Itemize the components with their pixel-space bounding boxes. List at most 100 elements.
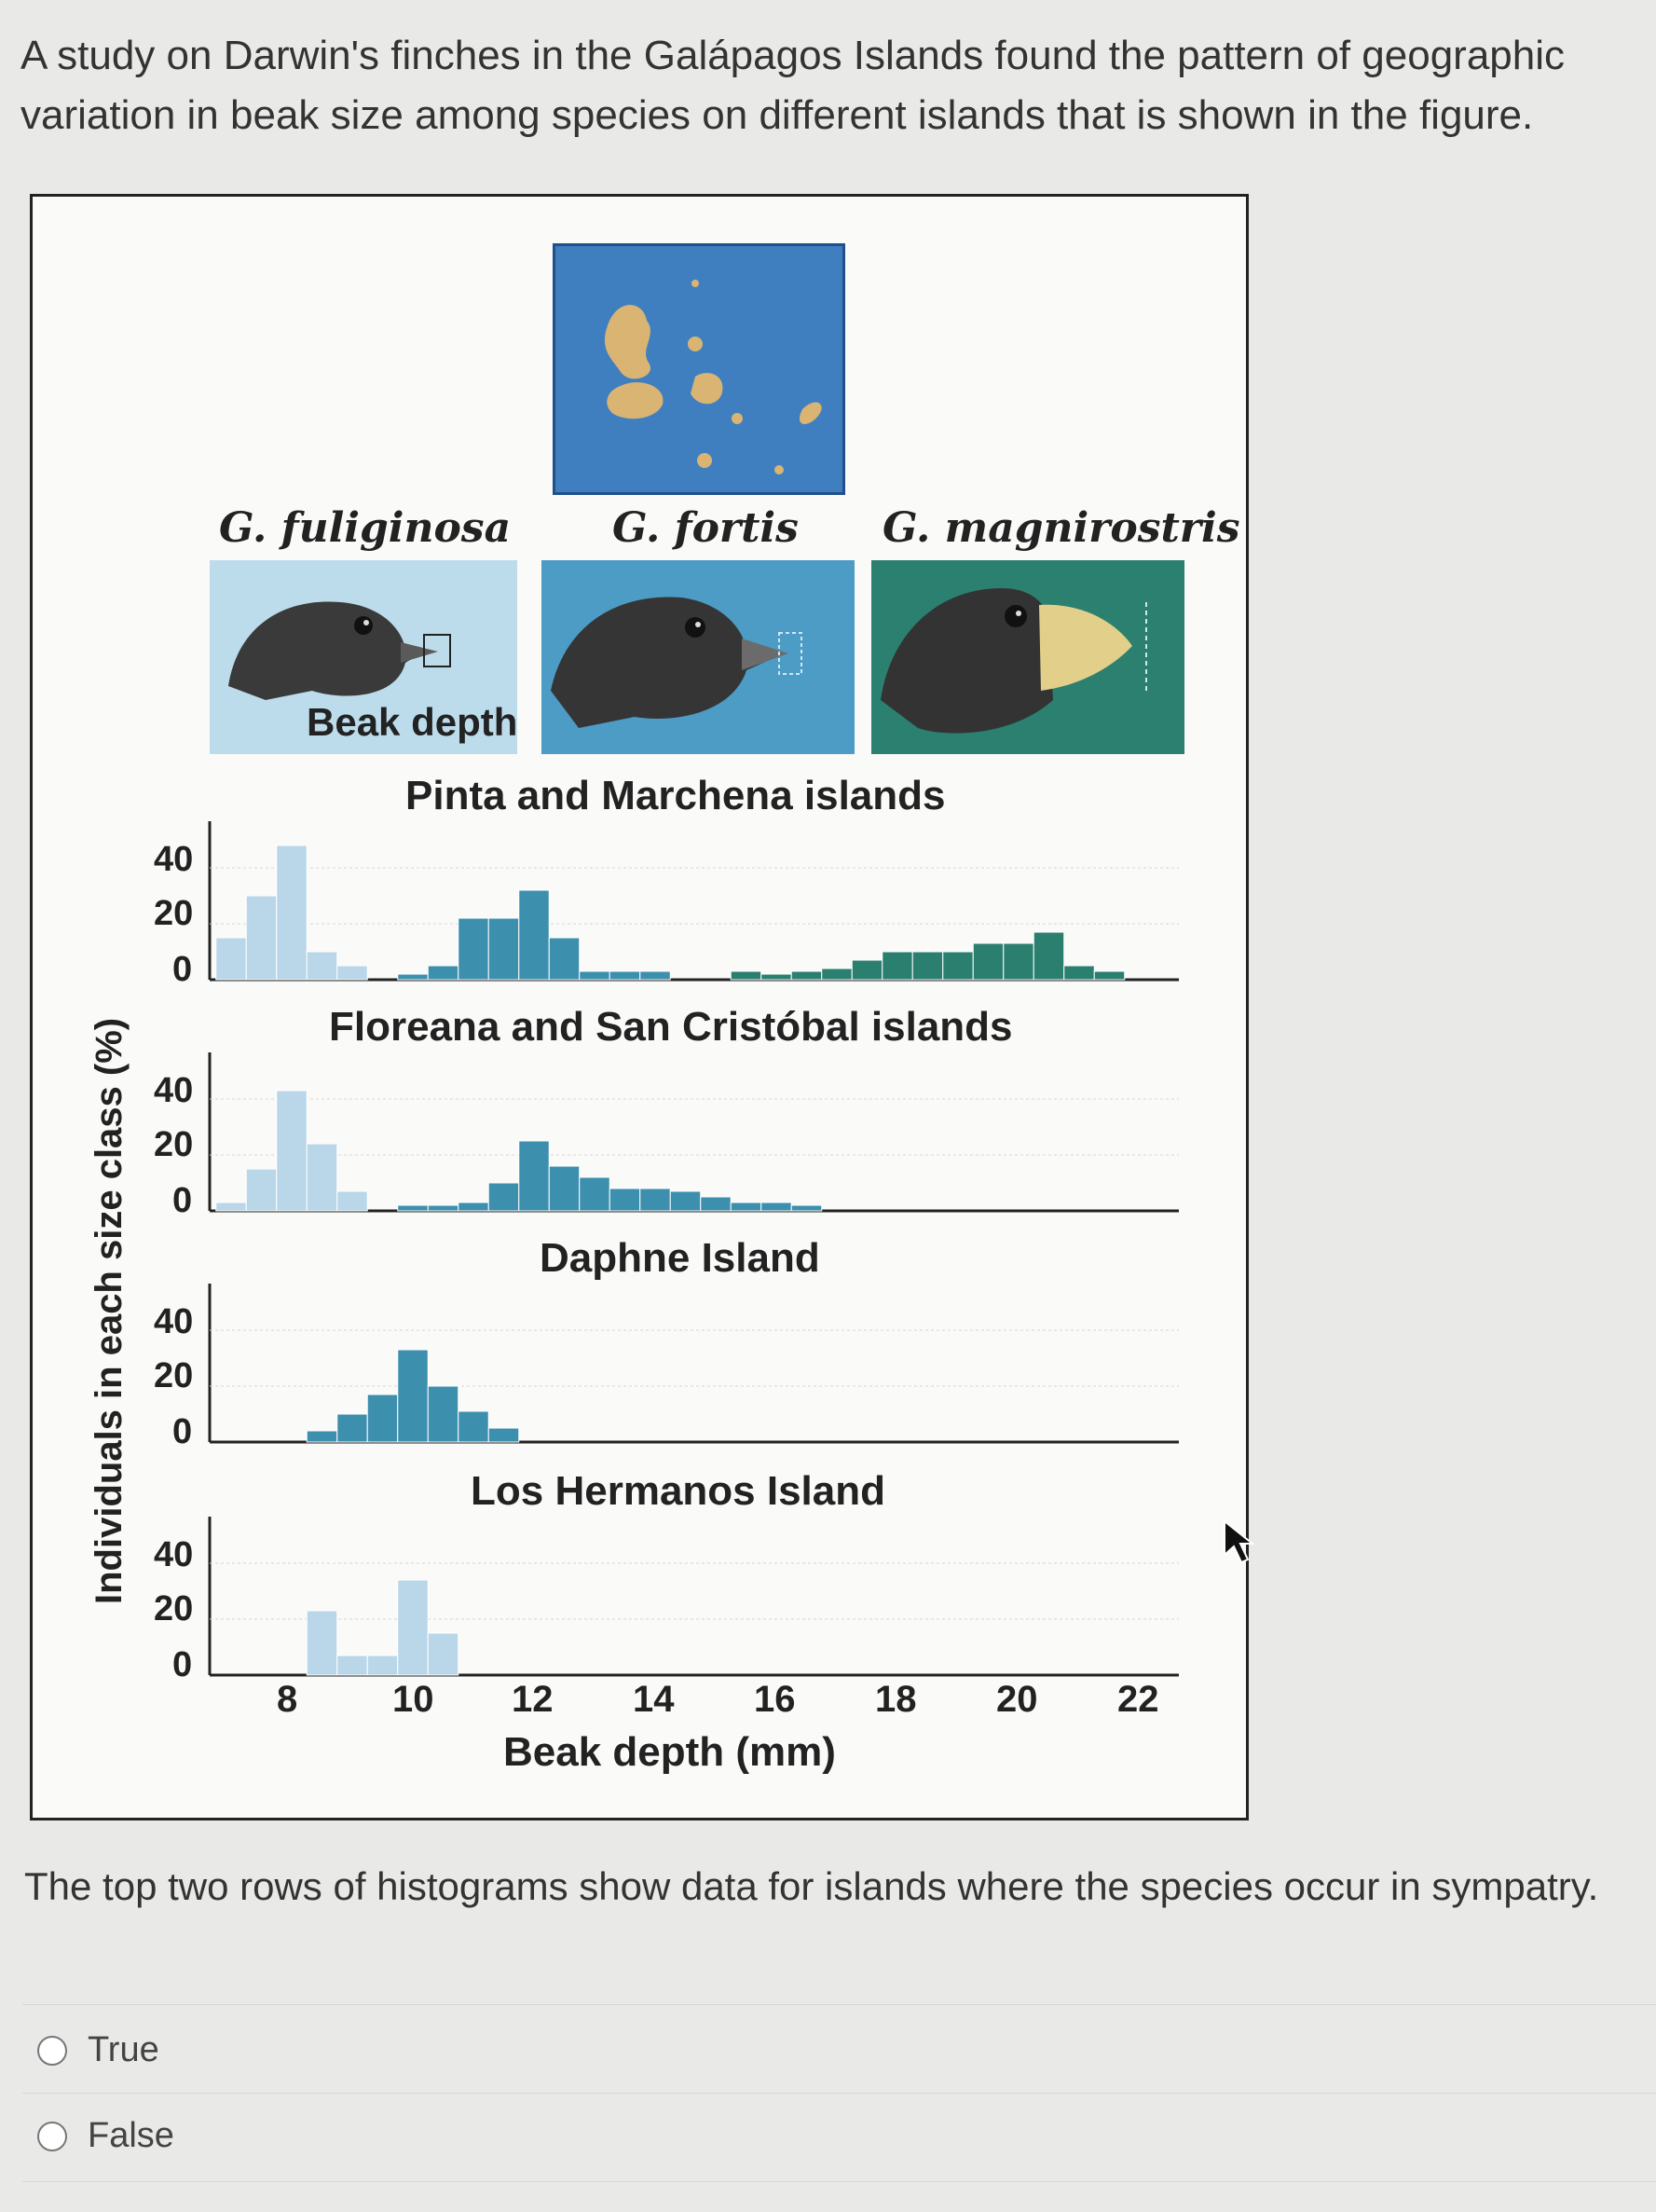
ytick-0-p4: 0	[172, 1645, 193, 1684]
question-statement: The top two rows of histograms show data…	[24, 1864, 1599, 1908]
histogram-bar	[458, 1410, 489, 1443]
histogram-bar	[1093, 970, 1126, 981]
species-label-fortis: G. fortis	[612, 504, 799, 552]
divider	[22, 2093, 1656, 2094]
island-title-daphne: Daphne Island	[540, 1235, 820, 1281]
divider	[22, 2004, 1656, 2005]
histogram-bar	[487, 1182, 520, 1212]
histogram-bar	[276, 845, 308, 981]
divider	[22, 2181, 1656, 2182]
histogram-bar	[851, 959, 883, 981]
histogram-bar	[336, 965, 368, 981]
histogram-bar	[1003, 942, 1034, 981]
ytick-40-p1: 40	[154, 840, 194, 879]
ytick-40-p4: 40	[154, 1535, 194, 1574]
histogram-bar	[821, 968, 853, 981]
histogram-bar	[579, 1176, 610, 1212]
histogram-bar	[609, 970, 641, 981]
ytick-40-p3: 40	[154, 1302, 194, 1341]
option-true[interactable]: True	[37, 2030, 159, 2070]
option-false[interactable]: False	[37, 2116, 174, 2156]
histogram-bar	[700, 1196, 732, 1212]
histogram-bar	[730, 1202, 762, 1212]
figure-frame: G. fuliginosa G. fortis G. magnirostris …	[30, 194, 1249, 1820]
ytick-0-p2: 0	[172, 1181, 193, 1220]
histogram-bar	[790, 970, 823, 981]
island-title-pinta: Pinta and Marchena islands	[405, 773, 946, 818]
species-label-fuliginosa: G. fuliginosa	[219, 504, 512, 552]
histogram-bar	[366, 1655, 399, 1676]
histogram-bar	[518, 889, 550, 981]
beak-depth-label: Beak depth	[307, 700, 518, 744]
histogram-bar	[790, 1204, 823, 1212]
histogram-bar	[397, 1579, 429, 1676]
histogram-bar	[427, 1385, 459, 1443]
histogram-bar	[882, 951, 913, 981]
radio-true[interactable]	[37, 2035, 67, 2066]
option-true-label: True	[88, 2030, 159, 2069]
histogram-bar	[306, 1430, 338, 1443]
histogram-bar	[1033, 931, 1065, 981]
histogram-bar	[366, 1394, 399, 1443]
island-shapes	[604, 280, 822, 474]
finch-magnirostris-icon	[881, 588, 1147, 734]
bird-panel-magnirostris	[871, 560, 1184, 754]
bird-panel-fuliginosa	[210, 560, 517, 754]
histogram-bar	[579, 970, 610, 981]
histogram-bar	[972, 942, 1005, 981]
histogram-bar	[942, 951, 974, 981]
histogram-bar	[911, 951, 944, 981]
histogram-bar	[760, 1202, 792, 1212]
histogram-bar	[458, 1202, 489, 1212]
radio-false[interactable]	[37, 2121, 67, 2151]
histogram-bar	[215, 1202, 247, 1212]
histogram-bar	[639, 970, 671, 981]
histogram-bar	[548, 1165, 581, 1212]
histogram-bar	[427, 1204, 459, 1212]
ytick-20-p1: 20	[154, 894, 194, 933]
xtick-18: 18	[875, 1679, 917, 1720]
histogram-bar	[548, 937, 581, 981]
histogram-bar	[669, 1190, 702, 1212]
histogram-bar	[245, 895, 278, 981]
xtick-12: 12	[512, 1679, 554, 1720]
galapagos-map	[553, 243, 845, 495]
histogram-bar	[639, 1188, 671, 1212]
finch-fortis-icon	[551, 597, 802, 728]
xtick-10: 10	[392, 1679, 434, 1720]
histogram-bar	[306, 951, 338, 981]
histogram-bar	[487, 1427, 520, 1443]
ytick-40-p2: 40	[154, 1071, 194, 1110]
xtick-20: 20	[996, 1679, 1038, 1720]
question-intro: A study on Darwin's finches in the Galáp…	[21, 33, 1566, 138]
bird-panel-fortis	[541, 560, 855, 754]
ytick-20-p4: 20	[154, 1589, 194, 1628]
histogram-bar	[458, 917, 489, 981]
histogram-bar	[487, 917, 520, 981]
xtick-16: 16	[754, 1679, 796, 1720]
histogram-bar	[427, 965, 459, 981]
histogram-bar	[306, 1143, 338, 1212]
histogram-bar	[518, 1140, 550, 1212]
histogram-bar	[276, 1090, 308, 1212]
island-title-hermanos: Los Hermanos Island	[471, 1468, 886, 1514]
histogram-bar	[1063, 965, 1095, 981]
histogram-bar	[336, 1190, 368, 1212]
xtick-14: 14	[633, 1679, 675, 1720]
histogram-bar	[336, 1413, 368, 1443]
xtick-8: 8	[277, 1679, 298, 1720]
mouse-pointer-icon	[1224, 1519, 1255, 1564]
histogram-bar	[397, 1349, 429, 1443]
ytick-0-p1: 0	[172, 950, 193, 989]
histogram-bar	[609, 1188, 641, 1212]
ytick-20-p3: 20	[154, 1356, 194, 1395]
x-axis-label: Beak depth (mm)	[503, 1729, 836, 1775]
histogram-plots	[208, 821, 1179, 1677]
option-false-label: False	[88, 2116, 174, 2155]
histogram-bar	[427, 1632, 459, 1676]
histogram-bar	[397, 1204, 429, 1212]
histogram-bar	[730, 970, 762, 981]
histogram-bar	[245, 1168, 278, 1212]
xtick-22: 22	[1117, 1679, 1159, 1720]
histogram-bar	[336, 1655, 368, 1676]
